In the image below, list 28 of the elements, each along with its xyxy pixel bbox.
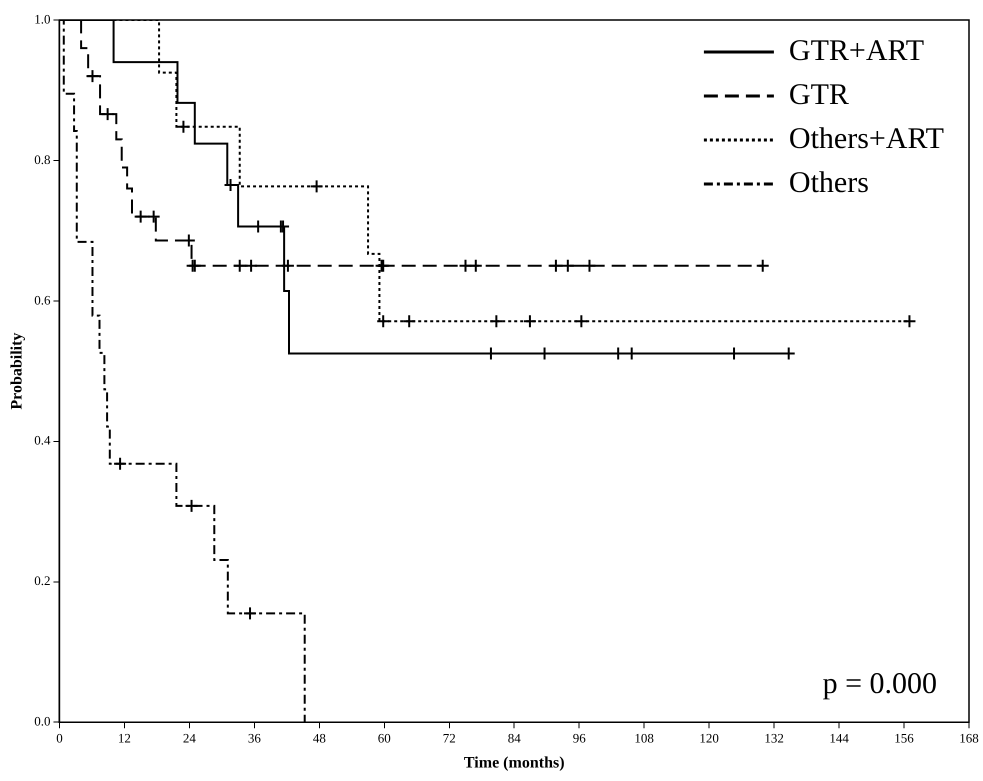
x-tick-label: 144: [829, 730, 850, 746]
x-tick-label: 84: [508, 730, 522, 746]
x-tick-label: 168: [959, 730, 979, 746]
x-axis-title: Time (months): [464, 754, 565, 772]
x-tick-label: 0: [56, 730, 63, 746]
legend-label: Others+ART: [788, 122, 944, 155]
x-tick-label: 96: [572, 730, 586, 746]
y-tick-label: 0.6: [34, 292, 51, 308]
x-tick-label: 120: [699, 730, 719, 746]
y-tick-label: 1.0: [34, 11, 50, 26]
x-tick-label: 60: [378, 730, 391, 746]
y-tick-label: 0.2: [34, 573, 50, 588]
y-axis-title: Probability: [8, 332, 26, 410]
annotation: p = 0.000: [822, 667, 937, 700]
x-tick-label: 156: [894, 730, 914, 746]
x-tick-label: 36: [248, 730, 262, 746]
x-tick-label: 72: [442, 730, 456, 746]
y-tick-label: 0.0: [34, 714, 50, 729]
legend-label: Others: [788, 166, 869, 199]
x-tick-label: 24: [182, 730, 196, 746]
legend-label: GTR+ART: [788, 34, 924, 67]
y-tick-label: 0.4: [34, 432, 51, 448]
x-tick-label: 132: [764, 730, 784, 746]
x-tick-label: 108: [634, 730, 654, 746]
y-tick-label: 0.8: [34, 152, 50, 167]
x-tick-label: 12: [118, 730, 131, 746]
x-tick-label: 48: [312, 730, 326, 746]
legend-label: GTR: [788, 78, 849, 111]
